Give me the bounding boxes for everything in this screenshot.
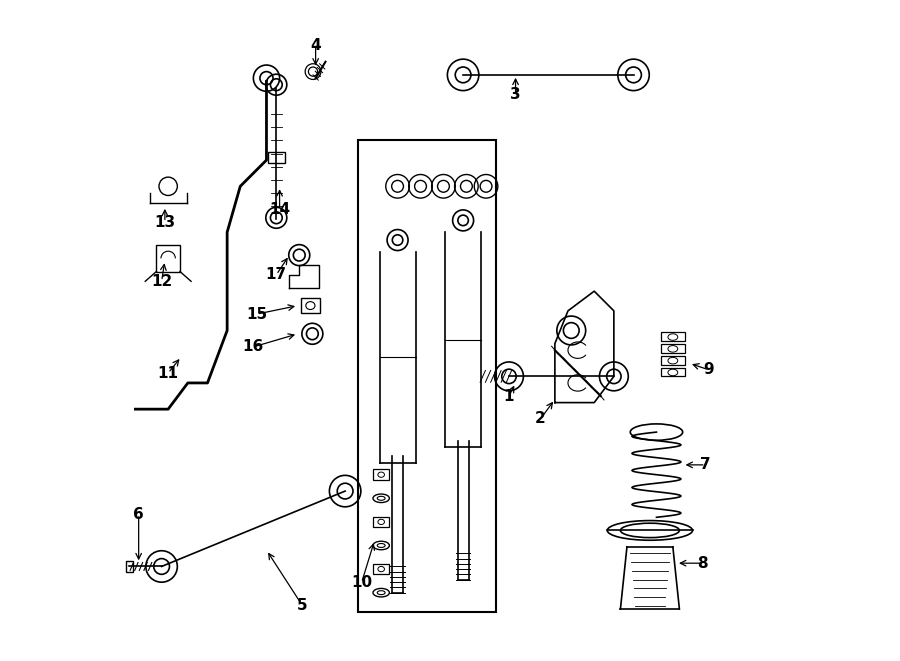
Text: 15: 15 (246, 307, 267, 322)
Text: 12: 12 (151, 274, 172, 289)
Bar (662, 332, 685, 341)
Text: 14: 14 (269, 202, 290, 217)
Bar (126, 561, 133, 572)
Text: 3: 3 (510, 87, 521, 102)
Bar (662, 356, 685, 365)
Text: 8: 8 (697, 556, 707, 570)
Text: 11: 11 (158, 366, 179, 381)
Text: 17: 17 (266, 267, 287, 282)
Bar (157, 245, 180, 272)
Text: 13: 13 (154, 215, 176, 230)
Text: 4: 4 (310, 38, 321, 53)
Bar (374, 517, 389, 527)
Bar (268, 151, 284, 163)
Bar (662, 368, 685, 376)
Text: 7: 7 (700, 457, 711, 473)
Text: 9: 9 (704, 362, 715, 377)
Text: 1: 1 (504, 389, 514, 404)
Bar (374, 469, 389, 480)
Bar (374, 564, 389, 574)
Bar (302, 298, 319, 313)
Text: 6: 6 (133, 506, 144, 522)
Bar (358, 140, 496, 612)
Bar (662, 344, 685, 353)
Text: 2: 2 (536, 412, 545, 426)
Text: 10: 10 (351, 575, 372, 590)
Text: 16: 16 (243, 339, 264, 354)
Text: 5: 5 (297, 598, 308, 613)
